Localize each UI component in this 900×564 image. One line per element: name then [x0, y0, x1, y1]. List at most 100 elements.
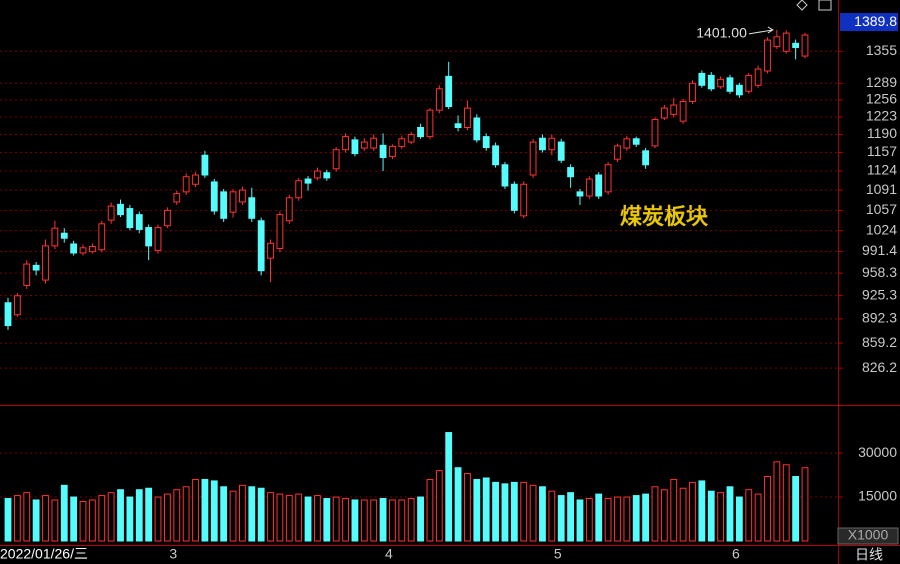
y-tick-label: 1157 [867, 143, 897, 159]
volume-bar [342, 498, 349, 542]
volume-bar [239, 484, 246, 542]
candle-body [454, 123, 462, 129]
x-tick-label: 5 [554, 546, 562, 562]
volume-bar [698, 480, 706, 542]
candle-body [660, 107, 668, 119]
volume-bar [445, 432, 453, 542]
volume-bar [548, 490, 556, 542]
candle-body [679, 100, 687, 122]
candle-body [520, 183, 528, 217]
unit-box [837, 527, 899, 545]
candle-body [154, 227, 162, 251]
candle-body [51, 227, 59, 247]
candle-body [201, 154, 209, 176]
candle-body [360, 141, 368, 149]
candle-body [707, 74, 715, 90]
volume-bar [679, 487, 687, 542]
candle-body [557, 141, 565, 161]
candle-body [604, 164, 612, 193]
volume-bar [351, 499, 359, 542]
candle-body [13, 295, 21, 316]
volume-bar [407, 498, 415, 542]
max-arrow [748, 26, 774, 35]
candle-body [529, 141, 537, 176]
volume-unit: X1000 [848, 527, 889, 543]
candle-body [173, 193, 181, 203]
volume-bar [163, 493, 171, 542]
candle-body [651, 119, 659, 147]
volume-bar [604, 498, 612, 542]
candle-body [248, 197, 256, 219]
volume-bar [332, 496, 340, 542]
volume-bar [632, 495, 640, 542]
annotation: 煤炭板块 [620, 204, 709, 229]
volume-bar [792, 476, 800, 542]
candle-body [726, 77, 734, 92]
volume-bar [510, 481, 518, 542]
candle-body [295, 180, 303, 199]
candle-body [782, 32, 790, 52]
volume-bar [585, 498, 593, 542]
volume-bar [426, 478, 434, 542]
y-tick-label: 991.4 [862, 242, 897, 258]
volume-bar [557, 495, 565, 542]
y-tick-label: 958.3 [862, 264, 897, 280]
candle-body [595, 174, 603, 197]
candle-body [464, 107, 471, 129]
candle-body [351, 139, 359, 155]
volume-bar [192, 478, 199, 542]
candle-body [389, 145, 396, 157]
candle-body [182, 176, 190, 193]
max-label: 1401.00 [696, 25, 747, 41]
candle-body [379, 144, 387, 158]
candle-body [698, 72, 706, 86]
candle-body [323, 172, 331, 179]
y-tick-label: 1124 [867, 162, 897, 178]
volume-bar [107, 492, 115, 542]
volume-bar [754, 493, 762, 542]
candle-body [417, 127, 424, 138]
volume-bar [520, 481, 528, 542]
candle-body [276, 214, 284, 249]
volume-bar [473, 478, 481, 542]
candle-body [229, 191, 237, 213]
volume-bar [23, 492, 31, 542]
volume-bar [135, 489, 143, 542]
volume-bar [51, 499, 59, 542]
volume-bar [567, 492, 574, 542]
volume-bar [435, 470, 443, 542]
last-price-box [840, 13, 898, 32]
y-tick-label: 859.2 [862, 334, 897, 350]
volume-bar [773, 461, 781, 542]
volume-bar [79, 500, 87, 542]
candle-body [792, 42, 800, 49]
y-tick-label: 1289 [866, 74, 897, 90]
candle-body [210, 181, 218, 212]
icon-square[interactable] [818, 0, 832, 11]
candle-body [145, 227, 153, 247]
candle-body [754, 68, 762, 86]
candle-body [163, 209, 171, 227]
volume-bar [745, 489, 753, 542]
x-tick-label: 6 [732, 546, 740, 562]
period-label[interactable]: 日线 [855, 547, 883, 563]
y-tick-label: 15000 [858, 488, 897, 504]
candle-body [370, 137, 378, 149]
candle-body [445, 75, 453, 108]
volume-bar [660, 489, 668, 542]
volume-bar [182, 486, 190, 542]
volume-bar [454, 467, 462, 542]
volume-bar [4, 498, 12, 542]
volume-bar [276, 493, 284, 542]
candle-body [473, 117, 481, 141]
candle-body [632, 138, 640, 145]
volume-bar [482, 477, 490, 542]
candle-body [220, 191, 228, 219]
volume-bar [314, 495, 321, 542]
y-tick-label: 925.3 [862, 286, 897, 302]
volume-bar [173, 489, 181, 542]
volume-bar [623, 496, 631, 542]
icon-diamond[interactable] [796, 0, 808, 11]
candle-body [539, 137, 546, 151]
